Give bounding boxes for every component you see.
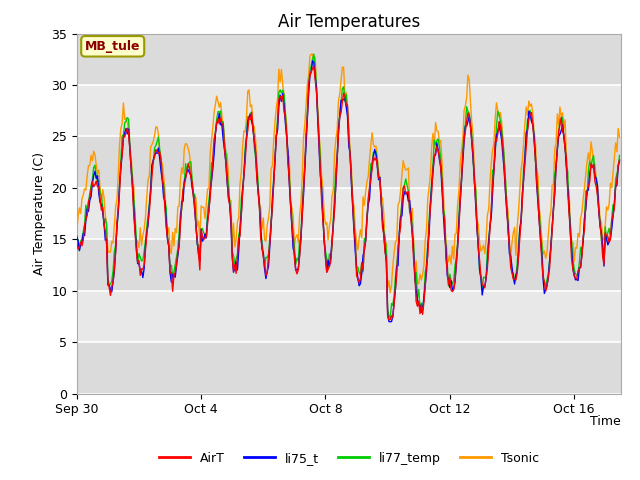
Text: Time: Time (590, 415, 621, 428)
Bar (77, 342, 621, 394)
Title: Air Temperatures: Air Temperatures (278, 12, 420, 31)
Text: MB_tule: MB_tule (85, 40, 140, 53)
Bar (77, 240, 621, 291)
Bar (77, 34, 621, 85)
Bar (77, 136, 621, 188)
Legend: AirT, li75_t, li77_temp, Tsonic: AirT, li75_t, li77_temp, Tsonic (154, 447, 544, 469)
Bar (77, 291, 621, 342)
Y-axis label: Air Temperature (C): Air Temperature (C) (33, 152, 45, 275)
Bar (77, 85, 621, 136)
Bar (77, 188, 621, 240)
